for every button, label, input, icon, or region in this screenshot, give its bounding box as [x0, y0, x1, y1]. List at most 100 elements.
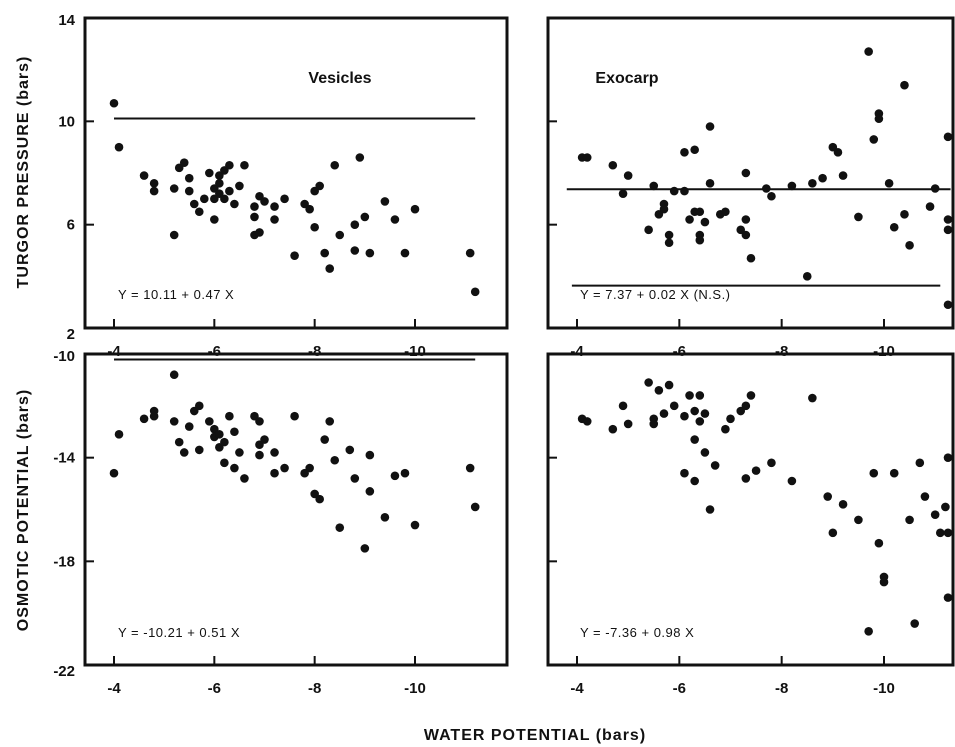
exocarp-turgor-point-10: [664, 230, 674, 240]
exocarp-osmotic-point-1: [582, 417, 592, 426]
vesicles-osmotic-point-33: [290, 411, 299, 421]
equation-exocarp-osmotic: Y = -7.36 + 0.98 X: [580, 625, 694, 640]
vesicles-turgor-point-57: [470, 287, 480, 297]
exocarp-osmotic-point-24: [721, 424, 730, 434]
vesicles-turgor-point-23: [225, 160, 234, 170]
exocarp-turgor-point-36: [818, 173, 827, 183]
exocarp-osmotic-x-tick-label-0: -4: [570, 680, 584, 697]
vesicles-turgor-point-5: [169, 184, 179, 193]
exocarp-osmotic-point-33: [808, 393, 817, 403]
exocarp-turgor-point-9: [659, 204, 669, 214]
vesicles-turgor-point-34: [270, 202, 279, 211]
vesicles-turgor-point-14: [205, 168, 214, 178]
vesicles-osmotic-point-40: [330, 455, 340, 465]
y-axis-title-osmotic: OSMOTIC POTENTIAL (bars): [15, 389, 32, 631]
vesicles-osmotic-point-48: [390, 471, 400, 481]
vesicles-turgor-point-0: [109, 98, 119, 108]
vesicles-osmotic-point-46: [365, 487, 375, 496]
exocarp-osmotic-point-44: [905, 515, 914, 525]
vesicles-osmotic-point-45: [365, 450, 375, 460]
exocarp-turgor-point-45: [884, 179, 894, 188]
vesicles-osmotic-point-52: [470, 502, 480, 512]
exocarp-osmotic-point-46: [915, 458, 925, 468]
vesicles-turgor-point-36: [280, 194, 289, 204]
vesicles-osmotic-point-11: [194, 401, 204, 411]
equation-vesicles-turgor: Y = 10.11 + 0.47 X: [118, 287, 234, 302]
vesicles-turgor-point-46: [335, 230, 345, 240]
vesicles-turgor-y-tick-label-2: 6: [67, 217, 75, 234]
exocarp-turgor-point-33: [787, 181, 797, 191]
vesicles-turgor-point-42: [315, 181, 324, 191]
vesicles-turgor-point-35: [270, 215, 279, 224]
vesicles-turgor-point-47: [350, 220, 360, 229]
vesicles-osmotic-y-tick-label-2: -18: [53, 553, 75, 570]
vesicles-turgor-point-12: [194, 207, 204, 217]
vesicles-osmotic-point-50: [410, 520, 420, 530]
exocarp-osmotic-point-50: [941, 502, 950, 512]
exocarp-turgor-point-46: [889, 222, 899, 232]
vesicles-turgor-point-27: [240, 160, 249, 170]
exocarp-turgor-point-2: [608, 160, 618, 170]
exocarp-turgor-point-40: [854, 212, 863, 222]
exocarp-turgor-point-31: [762, 184, 771, 193]
vesicles-osmotic-point-37: [315, 494, 324, 504]
vesicles-osmotic-x-tick-label-2: -8: [308, 680, 321, 697]
exocarp-turgor-point-52: [943, 215, 953, 224]
vesicles-turgor-y-tick-label-0: 14: [58, 12, 75, 29]
exocarp-osmotic-point-43: [889, 468, 899, 478]
vesicles-osmotic-point-39: [325, 417, 335, 426]
vesicles-turgor-point-8: [179, 158, 189, 167]
vesicles-turgor-point-10: [184, 186, 194, 196]
vesicles-osmotic-point-21: [230, 427, 239, 437]
exocarp-turgor-x-tick-label-0: -4: [570, 343, 584, 360]
exocarp-turgor-panel: -4 -6 -8 -10: [548, 17, 953, 360]
exocarp-osmotic-point-48: [930, 510, 940, 519]
exocarp-turgor-point-14: [680, 186, 689, 196]
exocarp-turgor-point-41: [864, 47, 873, 56]
vesicles-osmotic-point-2: [139, 414, 149, 424]
exocarp-turgor-point-47: [900, 80, 909, 90]
vesicles-osmotic-point-0: [109, 468, 119, 478]
vesicles-osmotic-point-44: [360, 544, 370, 553]
vesicles-turgor-y-tick-label-3: 2: [67, 326, 75, 343]
vesicles-osmotic-point-4: [149, 411, 159, 421]
exocarp-osmotic-point-14: [685, 391, 694, 400]
vesicles-turgor-point-11: [189, 199, 199, 209]
exocarp-osmotic-point-51: [943, 593, 953, 602]
y-axis-title-turgor: TURGOR PRESSURE (bars): [15, 56, 32, 289]
exocarp-osmotic-point-9: [659, 409, 669, 418]
vesicles-turgor-point-19: [215, 179, 224, 188]
exocarp-turgor-point-12: [669, 186, 679, 196]
vesicles-osmotic-point-47: [380, 512, 390, 522]
exocarp-osmotic-point-4: [623, 419, 633, 429]
exocarp-osmotic-point-32: [787, 476, 797, 486]
exocarp-osmotic-point-22: [705, 505, 715, 514]
vesicles-turgor-point-24: [225, 186, 234, 196]
exocarp-osmotic-point-31: [767, 458, 776, 468]
exocarp-osmotic-point-12: [680, 468, 689, 478]
vesicles-osmotic-point-38: [320, 435, 330, 444]
exocarp-osmotic-point-15: [690, 406, 699, 416]
exocarp-osmotic-point-28: [741, 401, 751, 411]
vesicles-osmotic-point-43: [350, 474, 360, 483]
vesicles-turgor-point-2: [139, 171, 149, 180]
vesicles-osmotic-point-1: [114, 430, 124, 439]
exocarp-osmotic-point-19: [695, 417, 705, 426]
exocarp-turgor-point-50: [925, 202, 935, 211]
exocarp-osmotic-x-tick-label-3: -10: [873, 680, 895, 697]
vesicles-turgor-point-4: [149, 186, 159, 196]
exocarp-osmotic-point-25: [726, 414, 735, 424]
vesicles-osmotic-point-6: [169, 417, 179, 426]
x-axis-title: WATER POTENTIAL (bars): [424, 727, 646, 744]
vesicles-osmotic-y-tick-label-1: -14: [53, 450, 75, 467]
vesicles-osmotic-point-18: [220, 437, 229, 447]
vesicles-turgor-point-50: [360, 212, 370, 222]
vesicles-turgor-point-44: [325, 264, 335, 273]
vesicles-turgor-point-51: [365, 248, 375, 258]
vesicles-turgor-point-17: [210, 215, 219, 224]
vesicles-osmotic-point-7: [174, 437, 184, 447]
exocarp-osmotic-point-29: [746, 391, 756, 400]
vesicles-osmotic-point-32: [280, 463, 289, 473]
exocarp-turgor-point-6: [649, 181, 659, 191]
exocarp-osmotic-point-53: [943, 528, 953, 538]
